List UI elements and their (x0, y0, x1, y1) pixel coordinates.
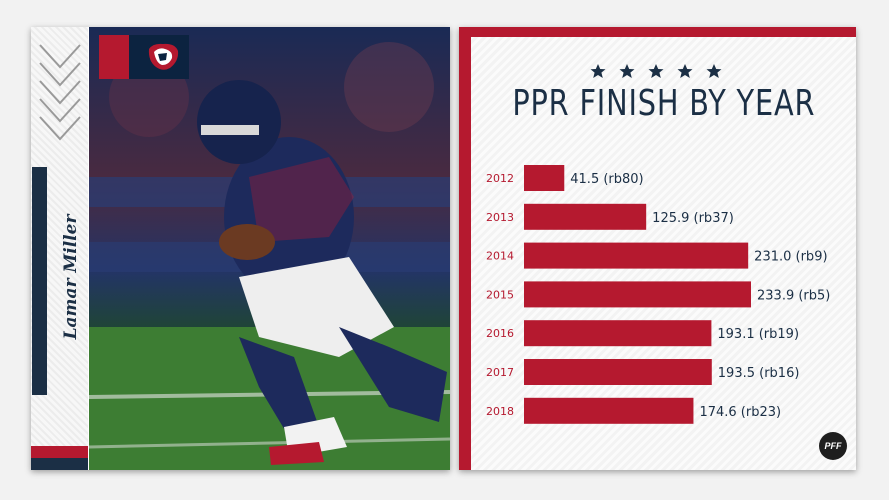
texans-logo-icon (148, 43, 179, 70)
chart-card: PPR FINISH BY YEAR 2012 41.5 (rb80) 2013 12… (459, 27, 856, 470)
value-label: 125.9 (rb37) (652, 211, 734, 226)
top-red-band (459, 27, 856, 37)
year-label: 2013 (486, 211, 514, 224)
player-name: Lamar Miller (61, 214, 81, 340)
decorative-strip: Lamar Miller (31, 27, 88, 470)
year-label: 2018 (486, 405, 514, 418)
value-label: 174.6 (rb23) (699, 405, 781, 420)
bar-2017 (524, 359, 712, 385)
bar-2013 (524, 203, 647, 230)
bar-2018 (524, 397, 694, 424)
value-label: 41.5 (rb80) (570, 172, 643, 187)
year-label: 2014 (486, 250, 514, 263)
bar-2016 (524, 320, 712, 347)
chart-title: PPR FINISH BY YEAR (512, 83, 816, 124)
bar-2015 (524, 281, 751, 308)
value-label: 231.0 (rb9) (754, 250, 827, 265)
value-label: 233.9 (rb5) (757, 288, 830, 303)
stars-icon (590, 64, 722, 78)
player-photo (89, 27, 450, 470)
pff-logo-icon: PFF (819, 432, 847, 460)
year-label: 2016 (486, 327, 514, 340)
red-accent-bar (31, 446, 88, 458)
team-logo-box (99, 35, 189, 79)
ppr-bar-chart: 2012 41.5 (rb80) 2013 125.9 (rb37) 2014 231.0… (486, 165, 830, 424)
navy-accent-bar (32, 167, 47, 395)
bar-2012 (524, 165, 565, 191)
value-label: 193.5 (rb16) (718, 366, 800, 381)
bar-2014 (524, 242, 749, 269)
logo-red-block (99, 35, 129, 79)
value-label: 193.1 (rb19) (717, 327, 799, 342)
year-label: 2017 (486, 366, 514, 379)
left-red-band (459, 27, 471, 470)
player-illustration (89, 42, 450, 470)
year-label: 2012 (486, 172, 514, 185)
navy-bottom-bar (31, 458, 88, 470)
year-label: 2015 (486, 288, 514, 301)
player-card: Lamar Miller (31, 27, 450, 470)
chevron-pattern-icon (39, 44, 81, 141)
